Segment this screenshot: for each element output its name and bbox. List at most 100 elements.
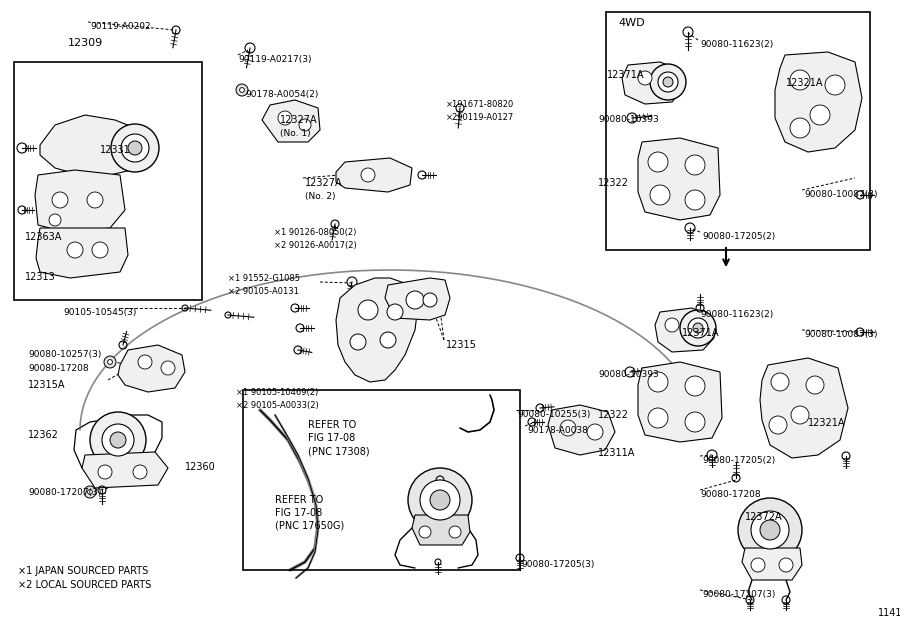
Circle shape bbox=[771, 373, 789, 391]
Polygon shape bbox=[760, 358, 848, 458]
Polygon shape bbox=[336, 158, 412, 192]
Circle shape bbox=[133, 465, 147, 479]
Circle shape bbox=[108, 360, 112, 365]
Circle shape bbox=[128, 141, 142, 155]
Circle shape bbox=[751, 558, 765, 572]
Text: FIG 17-08: FIG 17-08 bbox=[308, 433, 356, 443]
Circle shape bbox=[408, 468, 472, 532]
Text: ×2 90126-A0017(2): ×2 90126-A0017(2) bbox=[274, 241, 356, 250]
Circle shape bbox=[358, 300, 378, 320]
Text: ×1 90105-10469(2): ×1 90105-10469(2) bbox=[236, 388, 319, 397]
Circle shape bbox=[361, 168, 375, 182]
Polygon shape bbox=[548, 405, 615, 455]
Circle shape bbox=[790, 70, 810, 90]
Polygon shape bbox=[775, 52, 862, 152]
Circle shape bbox=[102, 424, 134, 456]
Polygon shape bbox=[36, 228, 128, 278]
Circle shape bbox=[87, 192, 103, 208]
Circle shape bbox=[92, 242, 108, 258]
Text: 90080-17205(3): 90080-17205(3) bbox=[521, 560, 594, 569]
Circle shape bbox=[791, 406, 809, 424]
Text: 90080-17207(3): 90080-17207(3) bbox=[702, 590, 776, 599]
Text: (No. 2): (No. 2) bbox=[305, 192, 336, 201]
Circle shape bbox=[751, 511, 789, 549]
Polygon shape bbox=[622, 62, 682, 104]
Text: 12371A: 12371A bbox=[682, 328, 719, 338]
Circle shape bbox=[49, 214, 61, 226]
Text: 90080-17205(2): 90080-17205(2) bbox=[702, 456, 775, 465]
Text: 4WD: 4WD bbox=[618, 18, 644, 28]
Circle shape bbox=[658, 72, 678, 92]
Polygon shape bbox=[742, 548, 802, 580]
Circle shape bbox=[587, 424, 603, 440]
Text: 12311A: 12311A bbox=[598, 448, 635, 458]
Circle shape bbox=[350, 334, 366, 350]
Text: REFER TO: REFER TO bbox=[308, 420, 356, 430]
Circle shape bbox=[685, 190, 705, 210]
Text: ×2 90105-A0131: ×2 90105-A0131 bbox=[228, 287, 299, 296]
Polygon shape bbox=[412, 515, 470, 545]
Text: 12360: 12360 bbox=[185, 462, 216, 472]
Circle shape bbox=[560, 420, 576, 436]
Text: 12363A: 12363A bbox=[25, 232, 62, 242]
Circle shape bbox=[67, 242, 83, 258]
Text: ×191671-80820: ×191671-80820 bbox=[446, 100, 514, 109]
Text: 90080-10087(3): 90080-10087(3) bbox=[804, 330, 878, 339]
Circle shape bbox=[650, 185, 670, 205]
Polygon shape bbox=[638, 138, 720, 220]
Circle shape bbox=[693, 323, 703, 333]
Text: 12362: 12362 bbox=[28, 430, 58, 440]
Circle shape bbox=[449, 526, 461, 538]
Polygon shape bbox=[35, 170, 125, 232]
Bar bbox=[606, 12, 870, 250]
Bar bbox=[243, 390, 520, 570]
Text: 90178-A0054(2): 90178-A0054(2) bbox=[245, 90, 319, 99]
Circle shape bbox=[90, 412, 146, 468]
Circle shape bbox=[161, 361, 175, 375]
Text: 90080-10393: 90080-10393 bbox=[598, 370, 659, 379]
Circle shape bbox=[638, 71, 652, 85]
Circle shape bbox=[278, 111, 292, 125]
Text: 90119-A0202: 90119-A0202 bbox=[90, 22, 150, 31]
Text: 90080-10255(3): 90080-10255(3) bbox=[517, 410, 590, 419]
Circle shape bbox=[236, 84, 248, 96]
Circle shape bbox=[665, 318, 679, 332]
Text: ×1 90126-08050(2): ×1 90126-08050(2) bbox=[274, 228, 356, 237]
Circle shape bbox=[387, 304, 403, 320]
Circle shape bbox=[138, 355, 152, 369]
Circle shape bbox=[685, 376, 705, 396]
Text: FIG 17-08: FIG 17-08 bbox=[275, 508, 322, 518]
Polygon shape bbox=[336, 278, 418, 382]
Circle shape bbox=[648, 152, 668, 172]
Text: 12321A: 12321A bbox=[808, 418, 845, 428]
Circle shape bbox=[810, 105, 830, 125]
Text: 90080-10393: 90080-10393 bbox=[598, 115, 659, 124]
Polygon shape bbox=[118, 345, 185, 392]
Circle shape bbox=[110, 432, 126, 448]
Text: 12371A: 12371A bbox=[607, 70, 644, 80]
Text: (PNC 17308): (PNC 17308) bbox=[308, 446, 370, 456]
Text: 12321A: 12321A bbox=[786, 78, 824, 88]
Text: (No. 1): (No. 1) bbox=[280, 129, 310, 138]
Text: 90080-17207(3): 90080-17207(3) bbox=[28, 488, 102, 497]
Text: 12327A: 12327A bbox=[305, 178, 343, 188]
Text: 12315A: 12315A bbox=[28, 380, 66, 390]
Text: 12315: 12315 bbox=[446, 340, 477, 350]
Circle shape bbox=[87, 490, 93, 494]
Polygon shape bbox=[638, 362, 722, 442]
Circle shape bbox=[688, 318, 708, 338]
Circle shape bbox=[98, 465, 112, 479]
Circle shape bbox=[648, 372, 668, 392]
Text: ×1 JAPAN SOURCED PARTS: ×1 JAPAN SOURCED PARTS bbox=[18, 566, 149, 576]
Circle shape bbox=[420, 480, 460, 520]
Text: 12313: 12313 bbox=[25, 272, 56, 282]
Circle shape bbox=[663, 77, 673, 87]
Text: REFER TO: REFER TO bbox=[275, 495, 323, 505]
Text: 90178-A0038: 90178-A0038 bbox=[527, 426, 588, 435]
Circle shape bbox=[423, 293, 437, 307]
Text: 90080-11623(2): 90080-11623(2) bbox=[700, 40, 773, 49]
Circle shape bbox=[680, 310, 716, 346]
Circle shape bbox=[779, 558, 793, 572]
Polygon shape bbox=[82, 452, 168, 488]
Text: 90080-17205(2): 90080-17205(2) bbox=[702, 232, 775, 241]
